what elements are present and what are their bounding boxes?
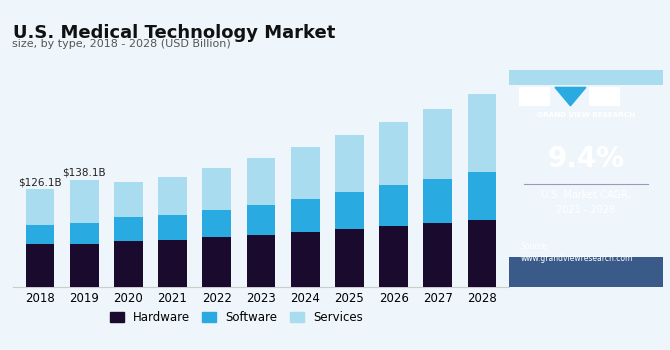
Text: size, by type, 2018 - 2028 (USD Billion): size, by type, 2018 - 2028 (USD Billion) (12, 39, 230, 49)
Bar (202, 168, 231, 210)
Bar (379, 186, 408, 226)
Bar (379, 226, 408, 287)
Bar (291, 147, 320, 199)
Bar (114, 217, 143, 240)
FancyBboxPatch shape (519, 88, 550, 106)
Bar (202, 210, 231, 237)
Bar (247, 205, 275, 235)
Bar (70, 180, 98, 223)
Text: $138.1B: $138.1B (62, 168, 106, 178)
Bar (335, 135, 364, 192)
Text: $126.1B: $126.1B (18, 177, 62, 187)
Bar (468, 172, 496, 219)
FancyBboxPatch shape (509, 257, 663, 287)
Bar (468, 94, 496, 172)
Text: 9.4%: 9.4% (547, 145, 624, 173)
Text: U.S. Market CAGR,
2021 - 2028: U.S. Market CAGR, 2021 - 2028 (541, 190, 631, 215)
Bar (379, 122, 408, 186)
Bar (335, 229, 364, 287)
Bar (70, 223, 98, 244)
Text: GRAND VIEW RESEARCH: GRAND VIEW RESEARCH (537, 112, 635, 118)
Bar (423, 223, 452, 287)
Bar (25, 244, 54, 287)
Bar (114, 182, 143, 217)
Bar (158, 215, 187, 240)
Bar (114, 240, 143, 287)
Polygon shape (555, 88, 586, 106)
Bar (25, 225, 54, 244)
FancyBboxPatch shape (589, 88, 620, 106)
Bar (423, 109, 452, 178)
Bar (335, 193, 364, 229)
Bar (158, 177, 187, 215)
Bar (423, 178, 452, 223)
Bar (158, 240, 187, 287)
Bar (202, 237, 231, 287)
Bar (247, 158, 275, 205)
Text: U.S. Medical Technology Market: U.S. Medical Technology Market (13, 25, 336, 42)
Bar (291, 232, 320, 287)
Legend: Hardware, Software, Services: Hardware, Software, Services (105, 306, 368, 329)
FancyBboxPatch shape (509, 70, 663, 85)
Bar (247, 235, 275, 287)
Bar (25, 189, 54, 225)
Bar (291, 199, 320, 232)
Bar (70, 244, 98, 287)
Text: Source:
www.grandviewresearch.com: Source: www.grandviewresearch.com (521, 241, 633, 263)
Bar (468, 219, 496, 287)
